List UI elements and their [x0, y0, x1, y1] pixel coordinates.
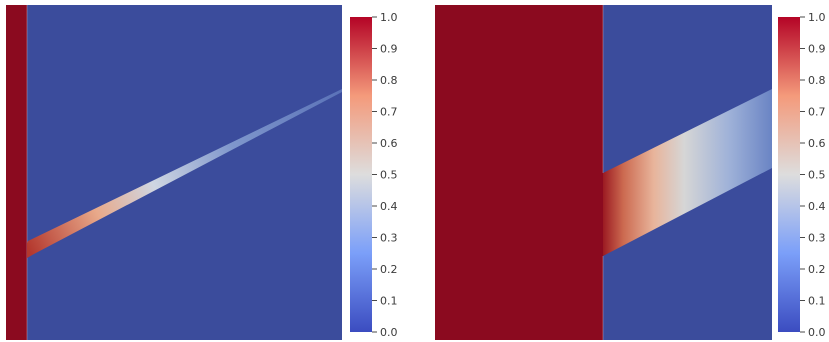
left-colorbar-tick-label: 0.9 [380, 43, 398, 56]
left-colorbar-tick-label: 0.0 [380, 326, 398, 339]
left-crack [27, 89, 342, 258]
right-colorbar-tick-label: 0.6 [808, 137, 826, 150]
left-boundary-strip [6, 5, 27, 340]
left-colorbar-tick-label: 0.2 [380, 263, 398, 276]
right-colorbar-gradient [778, 17, 800, 332]
right-colorbar-tick-label: 1.0 [808, 11, 826, 24]
right-colorbar-tick-label: 0.8 [808, 74, 826, 87]
right-colorbar: 0.0 0.1 0.2 0.3 0.4 0.5 0.6 0.7 0.8 0.9 1.0 [778, 11, 826, 339]
right-block [435, 5, 603, 340]
left-colorbar-tick-label: 1.0 [380, 11, 398, 24]
right-colorbar-tick-label: 0.7 [808, 106, 826, 119]
left-colorbar-tick-label: 0.3 [380, 232, 398, 245]
left-colorbar-tick-label: 0.4 [380, 200, 398, 213]
right-field-plot: 0.0 0.1 0.2 0.3 0.4 0.5 0.6 0.7 0.8 0.9 1.0 [435, 5, 826, 340]
right-colorbar-tick-label: 0.4 [808, 200, 826, 213]
left-field-plot: 0.0 0.1 0.2 0.3 0.4 0.5 0.6 0.7 0.8 0.9 1.0 [6, 5, 398, 340]
left-colorbar-tick-label: 0.6 [380, 137, 398, 150]
left-colorbar-tick-label: 0.8 [380, 74, 398, 87]
left-colorbar-tick-label: 0.7 [380, 106, 398, 119]
right-field-panel: 0.0 0.1 0.2 0.3 0.4 0.5 0.6 0.7 0.8 0.9 1.0 [428, 0, 829, 342]
left-colorbar: 0.0 0.1 0.2 0.3 0.4 0.5 0.6 0.7 0.8 0.9 1.0 [350, 11, 398, 339]
left-colorbar-ticks: 0.0 0.1 0.2 0.3 0.4 0.5 0.6 0.7 0.8 0.9 1.0 [372, 11, 398, 339]
right-colorbar-ticks: 0.0 0.1 0.2 0.3 0.4 0.5 0.6 0.7 0.8 0.9 1.0 [800, 11, 826, 339]
right-colorbar-tick-label: 0.1 [808, 295, 826, 308]
right-colorbar-tick-label: 0.5 [808, 169, 826, 182]
right-band [603, 89, 772, 256]
right-colorbar-tick-label: 0.9 [808, 43, 826, 56]
left-field-panel: 0.0 0.1 0.2 0.3 0.4 0.5 0.6 0.7 0.8 0.9 1.0 [6, 5, 398, 340]
left-colorbar-tick-label: 0.5 [380, 169, 398, 182]
left-colorbar-gradient [350, 17, 372, 332]
right-colorbar-tick-label: 0.3 [808, 232, 826, 245]
right-colorbar-tick-label: 0.2 [808, 263, 826, 276]
right-colorbar-tick-label: 0.0 [808, 326, 826, 339]
left-colorbar-tick-label: 0.1 [380, 295, 398, 308]
